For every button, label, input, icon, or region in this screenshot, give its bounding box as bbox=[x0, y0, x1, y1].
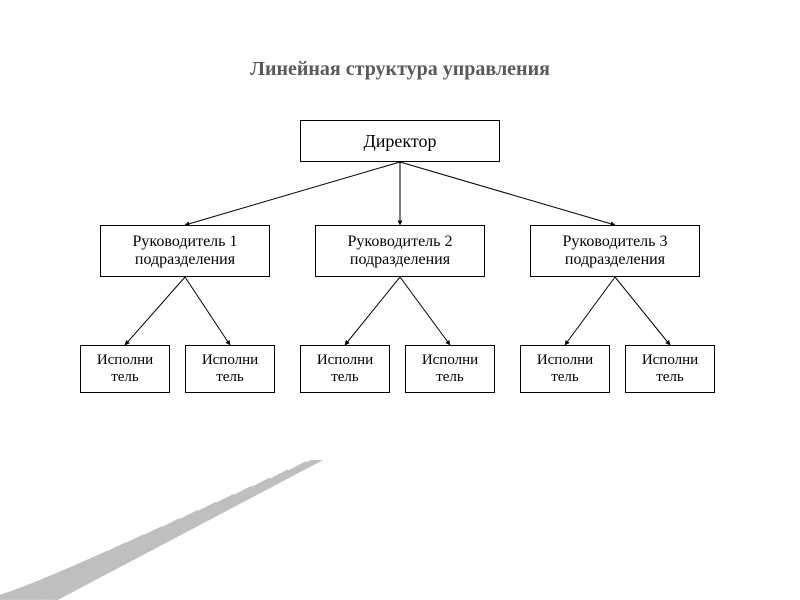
org-node-m1: Руководитель 1подразделения bbox=[100, 225, 270, 277]
org-node-e2: Исполнитель bbox=[185, 345, 275, 393]
org-node-e5: Исполнитель bbox=[520, 345, 610, 393]
org-edge bbox=[400, 277, 450, 345]
org-edge bbox=[185, 162, 400, 225]
org-edge bbox=[400, 162, 615, 225]
org-node-label-line2: тель bbox=[642, 369, 698, 386]
page-title: Линейная структура управления bbox=[0, 58, 800, 81]
org-node-e3: Исполнитель bbox=[300, 345, 390, 393]
org-node-label-line1: Руководитель 2 bbox=[348, 233, 453, 251]
org-node-label-line1: Руководитель 3 bbox=[563, 233, 668, 251]
org-node-label-line1: Директор bbox=[363, 131, 436, 152]
org-node-director: Директор bbox=[300, 120, 500, 162]
org-node-label-line1: Исполни bbox=[537, 352, 593, 369]
org-node-label-line1: Исполни bbox=[317, 352, 373, 369]
org-node-label-line1: Исполни bbox=[202, 352, 258, 369]
org-node-label-line1: Руководитель 1 bbox=[133, 233, 238, 251]
org-edge bbox=[615, 277, 670, 345]
org-chart-edges bbox=[0, 0, 800, 600]
org-edge bbox=[345, 277, 400, 345]
org-node-label-line2: тель bbox=[317, 369, 373, 386]
decorative-hatch bbox=[0, 460, 360, 600]
org-edge bbox=[565, 277, 615, 345]
org-node-label-line1: Исполни bbox=[97, 352, 153, 369]
org-node-e1: Исполнитель bbox=[80, 345, 170, 393]
org-node-label-line1: Исполни bbox=[642, 352, 698, 369]
org-node-label-line1: Исполни bbox=[422, 352, 478, 369]
org-node-e4: Исполнитель bbox=[405, 345, 495, 393]
org-node-m3: Руководитель 3подразделения bbox=[530, 225, 700, 277]
org-node-label-line2: тель bbox=[202, 369, 258, 386]
org-node-label-line2: подразделения bbox=[348, 251, 453, 269]
org-edge bbox=[185, 277, 230, 345]
org-node-e6: Исполнитель bbox=[625, 345, 715, 393]
org-node-label-line2: тель bbox=[97, 369, 153, 386]
org-node-label-line2: тель bbox=[422, 369, 478, 386]
org-node-label-line2: тель bbox=[537, 369, 593, 386]
org-node-label-line2: подразделения bbox=[133, 251, 238, 269]
org-node-m2: Руководитель 2подразделения bbox=[315, 225, 485, 277]
org-node-label-line2: подразделения bbox=[563, 251, 668, 269]
org-edge bbox=[125, 277, 185, 345]
